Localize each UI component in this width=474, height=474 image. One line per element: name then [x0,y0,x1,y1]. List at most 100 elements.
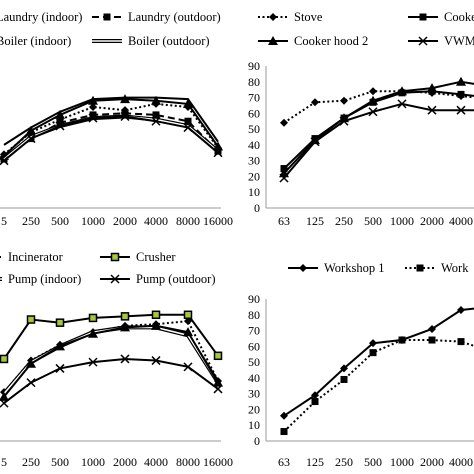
data-point [183,327,193,337]
data-point [427,83,437,93]
data-point [280,118,288,127]
data-point [120,354,130,364]
x-tick-label: 1000 [81,214,105,228]
legend-entry: Work [405,261,469,275]
x-tick-label: 16000 [203,455,233,469]
series-line [3,313,219,360]
y-tick-label: 20 [248,402,260,416]
legend-swatch-marker [299,264,307,272]
series-line [3,115,219,162]
x-tick-label: 2000 [420,214,444,228]
data-point [310,135,320,145]
data-point [457,306,465,315]
data-point [88,357,98,367]
data-point [0,150,8,159]
x-tick-label: 250 [335,214,353,228]
y-tick-label: 80 [248,308,260,322]
data-point [0,156,9,166]
legend-swatch-marker [419,13,427,21]
series-line [283,90,474,170]
data-point [88,95,98,105]
y-tick-label: 30 [248,387,260,401]
data-point [184,103,192,112]
data-point [26,378,36,388]
series-line [3,98,219,157]
data-point [368,95,378,105]
data-point [369,349,377,357]
data-point [151,116,161,126]
legend-swatch-marker [110,252,120,262]
data-point [151,310,161,320]
data-point [456,105,466,115]
series-0 [280,306,474,420]
legend-entry: Cooke [408,10,474,24]
legend-entry: Boiler (indoor) [0,34,71,48]
x-tick-label: 500 [364,214,382,228]
data-point [368,107,378,117]
data-point [369,339,377,348]
series-line [3,96,219,146]
legend-swatch-marker [268,36,278,45]
y-tick-label: 90 [248,292,260,306]
x-tick-label: 500 [51,214,69,228]
data-point [340,364,348,373]
legend-label: Stove [294,10,323,24]
series-line [3,102,219,156]
data-point [279,173,289,183]
y-tick-label: 10 [248,185,260,199]
data-point [120,94,130,104]
data-point [369,87,377,96]
legend-entry: VWM [408,34,474,48]
legend-label: Laundry (outdoor) [128,10,221,24]
x-tick-label: 4000 [144,214,168,228]
y-tick-label: 50 [248,355,260,369]
legend-swatch-marker [103,13,111,21]
legend-label: Laundry (indoor) [0,10,82,24]
legend-entry: Laundry (outdoor) [92,10,221,24]
legend-label: Crusher [136,250,176,264]
data-point [311,391,319,400]
legend-swatch-marker [416,264,424,272]
legend-label: Boiler (indoor) [0,34,71,48]
data-point [151,356,161,366]
legend-swatch-marker [418,36,428,46]
y-tick-label: 40 [248,371,260,385]
x-tick-label: 8000 [176,455,200,469]
data-point [0,354,9,364]
x-tick-label: 2000 [113,214,137,228]
chart-panel-bottom-left: 5 250 500 1000 2000 4000 8000 16000 Incinerator C… [0,250,233,469]
x-tick-label: 1000 [81,455,105,469]
legend-swatch-marker [269,13,277,21]
data-point [428,324,436,333]
data-point [120,111,130,122]
series-3 [279,99,474,183]
data-point [121,106,129,115]
data-point [55,318,65,327]
data-point [89,111,97,119]
series-0 [3,96,219,146]
series-2 [279,76,474,178]
series-line [283,90,474,124]
data-point [280,411,288,420]
y-tick-label: 60 [248,339,260,353]
legend-label: Cooker hood 2 [294,34,368,48]
x-tick-label: 500 [51,455,69,469]
x-tick-label: 125 [306,455,324,469]
data-point [183,123,193,133]
data-point [340,96,348,105]
data-point [398,336,406,344]
data-point [26,358,36,368]
y-tick-label: 90 [248,59,260,73]
y-tick-label: 50 [248,122,260,136]
legend-swatch-marker [110,274,120,284]
data-point [151,320,161,330]
data-point [56,115,64,124]
x-tick-label: 4000 [449,455,473,469]
legend-entry: Workshop 1 [288,261,384,275]
y-tick-label: 60 [248,106,260,120]
x-tick-label: 250 [22,455,40,469]
data-point [120,312,130,321]
data-point [456,76,466,86]
data-point [427,105,437,115]
